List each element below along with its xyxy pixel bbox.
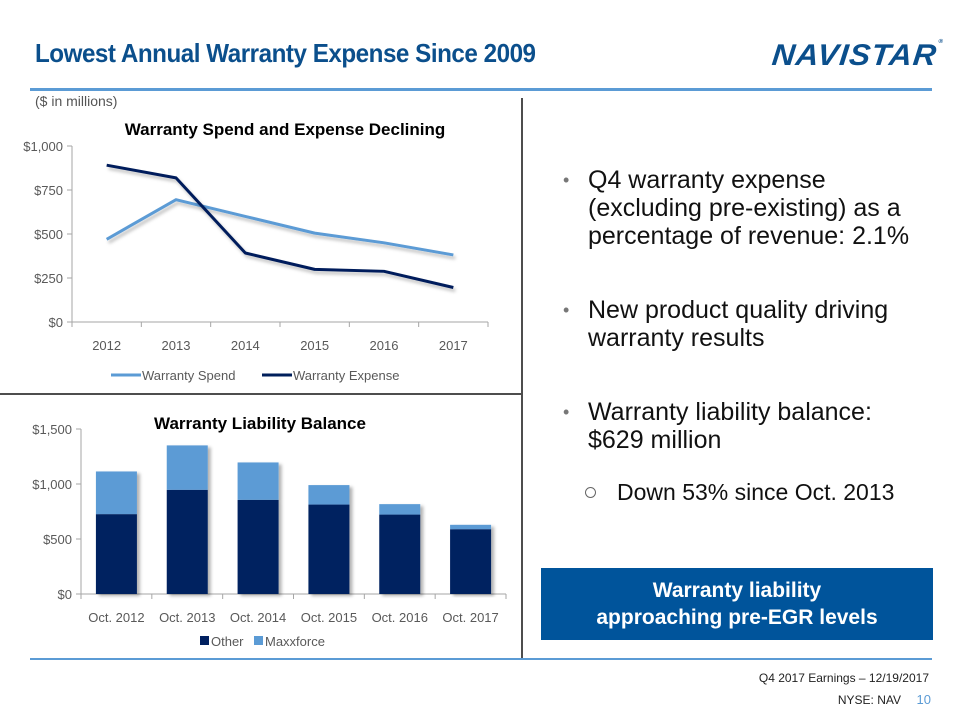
bar-segment-maxxforce	[308, 485, 350, 505]
bar-chart-title: Warranty Liability Balance	[154, 414, 366, 433]
bar-segment-other	[450, 529, 492, 594]
bar-stack	[308, 485, 350, 594]
x-tick-label: 2012	[92, 338, 121, 353]
bar-segment-other	[166, 489, 208, 594]
logo-text: NAVISTAR	[770, 39, 939, 72]
legend-label: Warranty Spend	[142, 368, 235, 383]
legend-swatch-maxxforce	[254, 636, 263, 645]
registered-mark: ®	[938, 39, 945, 45]
x-tick-label: Oct. 2013	[159, 610, 215, 625]
bullet-item: • New product quality driving warranty r…	[563, 296, 933, 352]
horizontal-divider	[0, 393, 522, 395]
header-rule	[30, 88, 932, 91]
navistar-logo: NAVISTAR®	[770, 39, 944, 73]
vertical-divider	[521, 98, 523, 660]
x-tick-label: 2014	[231, 338, 260, 353]
series-line-warranty-spend	[105, 198, 454, 257]
bullet-text: Warranty liability balance: $629 million	[588, 398, 872, 454]
units-note: ($ in millions)	[35, 93, 118, 109]
y-tick-label: $750	[34, 183, 63, 198]
y-tick-label: $1,000	[32, 477, 72, 492]
bullet-text: Q4 warranty expense (excluding pre-exist…	[588, 166, 910, 250]
bar-stack	[237, 462, 279, 594]
bar-segment-maxxforce	[95, 471, 137, 515]
bullet-text: New product quality driving warranty res…	[588, 296, 889, 352]
x-tick-label: Oct. 2014	[230, 610, 286, 625]
bar-chart: Warranty Liability Balance $0 $500 $1,000 $…	[32, 414, 507, 649]
legend-label: Maxxforce	[265, 634, 325, 649]
bullet-item: • Warranty liability balance: $629 milli…	[563, 398, 933, 454]
y-tick-label: $0	[49, 315, 63, 330]
bar-stack	[379, 504, 421, 594]
legend-swatch-other	[200, 636, 209, 645]
bar-stack	[166, 445, 208, 594]
bar-segment-other	[379, 514, 421, 594]
bar-segment-maxxforce	[237, 462, 279, 500]
sub-bullet-text: Down 53% since Oct. 2013	[617, 479, 895, 505]
y-tick-label: $500	[43, 532, 72, 547]
y-tick-label: $500	[34, 227, 63, 242]
slide-title: Lowest Annual Warranty Expense Since 200…	[35, 38, 536, 68]
footer-event: Q4 2017 Earnings – 12/19/2017	[758, 671, 929, 685]
bullet-item: • Q4 warranty expense (excluding pre-exi…	[563, 166, 933, 250]
bullet-dot-icon: •	[563, 300, 570, 320]
series-line-warranty-expense	[106, 163, 454, 289]
sub-bullet-item: Down 53% since Oct. 2013	[585, 478, 894, 506]
bar-stack	[450, 524, 492, 594]
x-tick-label: 2016	[370, 338, 399, 353]
y-tick-label: $250	[34, 271, 63, 286]
callout-box: Warranty liability approaching pre-EGR l…	[541, 568, 933, 640]
x-tick-label: Oct. 2015	[301, 610, 357, 625]
bullet-dot-icon: •	[563, 402, 570, 422]
hollow-circle-bullet-icon	[585, 487, 596, 498]
bar-segment-maxxforce	[450, 524, 492, 530]
bar-segment-maxxforce	[166, 445, 208, 490]
bar-segment-other	[95, 514, 137, 594]
x-tick-label: Oct. 2017	[442, 610, 498, 625]
page-number: 10	[916, 692, 931, 707]
x-tick-label: 2017	[439, 338, 468, 353]
y-tick-label: $1,500	[32, 422, 72, 437]
legend-label: Other	[211, 634, 244, 649]
legend-label: Warranty Expense	[293, 368, 399, 383]
bar-segment-other	[237, 499, 279, 594]
x-tick-label: Oct. 2016	[372, 610, 428, 625]
y-tick-label: $1,000	[23, 139, 63, 154]
footer-rule	[30, 658, 932, 660]
x-tick-label: 2013	[162, 338, 191, 353]
callout-line-2: approaching pre-EGR levels	[596, 606, 878, 629]
bar-stack	[95, 471, 137, 594]
bullet-dot-icon: •	[563, 170, 570, 190]
callout-line-1: Warranty liability	[652, 579, 822, 602]
x-tick-label: 2015	[300, 338, 329, 353]
y-tick-label: $0	[58, 587, 72, 602]
bar-segment-maxxforce	[379, 504, 421, 515]
bar-segment-other	[308, 504, 350, 594]
line-chart-title: Warranty Spend and Expense Declining	[125, 120, 446, 139]
footer-ticker: NYSE: NAV	[837, 693, 901, 707]
x-tick-label: Oct. 2012	[88, 610, 144, 625]
line-chart: Warranty Spend and Expense Declining $0 $…	[23, 120, 489, 383]
